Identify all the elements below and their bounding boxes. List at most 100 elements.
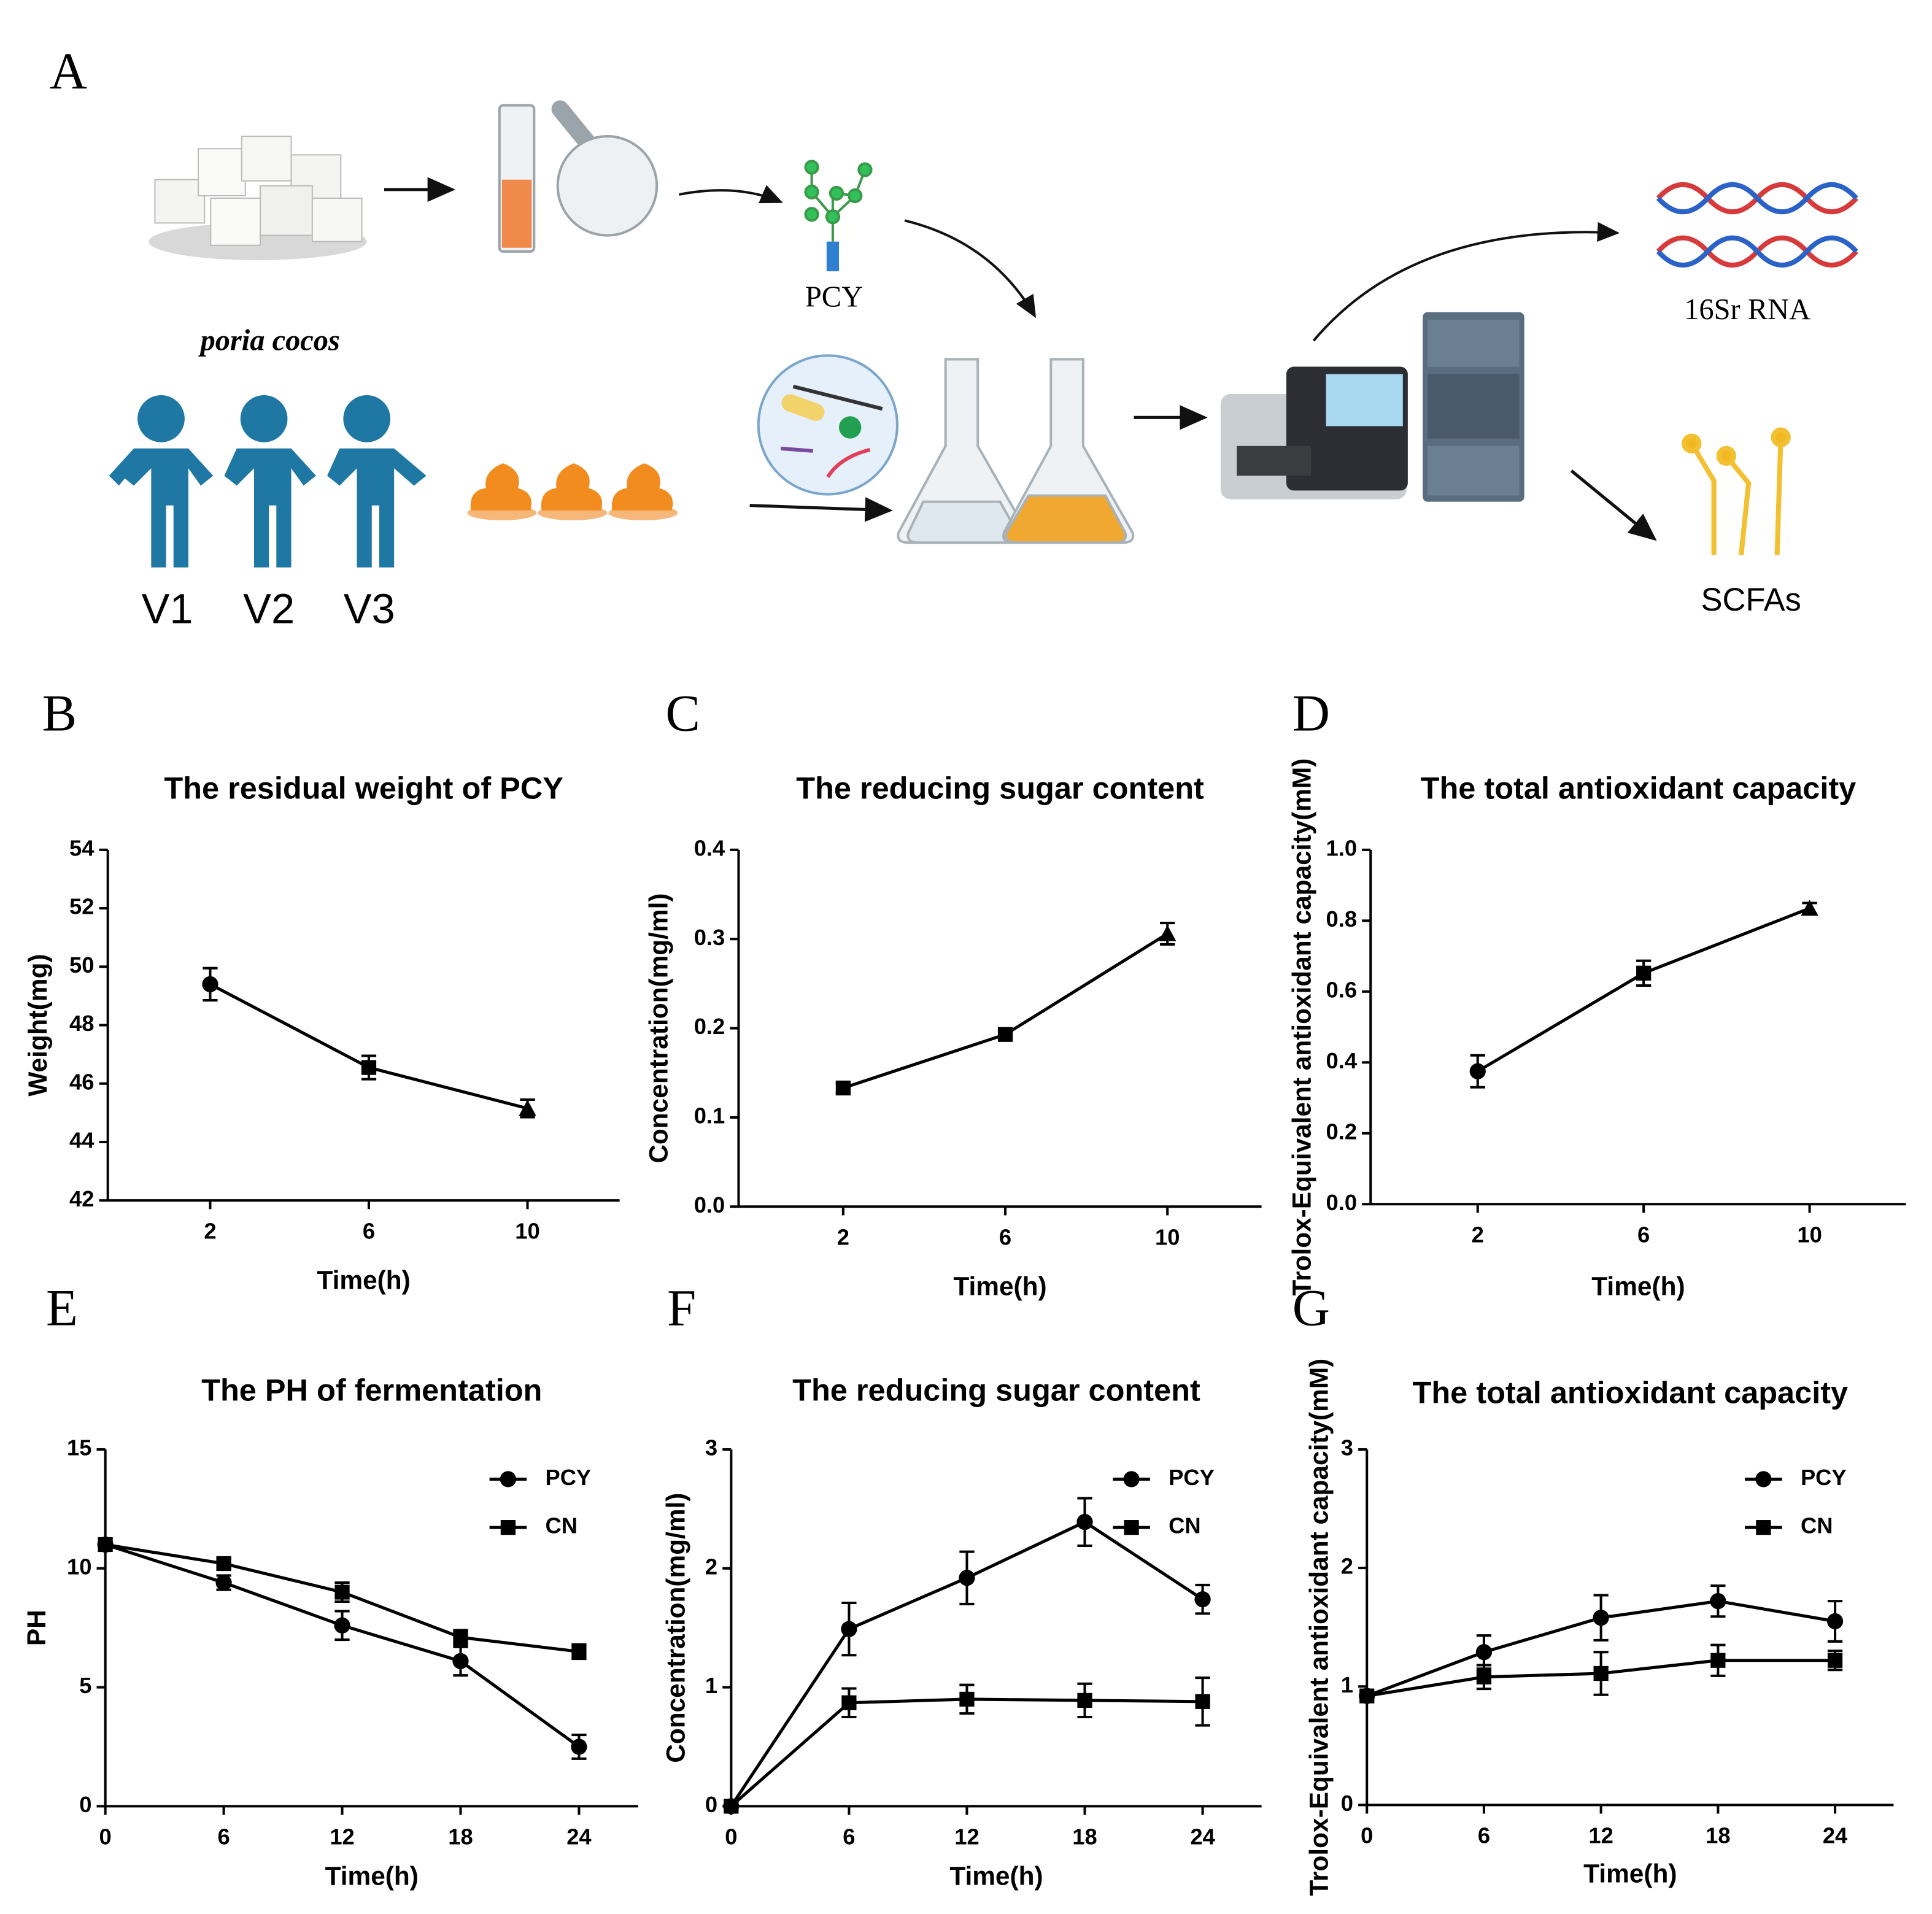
y-tick-label: 1 xyxy=(705,1673,717,1698)
point xyxy=(202,976,218,993)
panel-letter: C xyxy=(665,684,700,742)
panel-letter: G xyxy=(1293,1279,1330,1337)
chart: C The reducing sugar content Time(h) Concen… xyxy=(644,684,1262,1301)
legend-marker xyxy=(1755,1471,1772,1488)
y-tick-label: 0.3 xyxy=(694,925,725,950)
x-tick-label: 12 xyxy=(330,1824,354,1849)
chart-title: The reducing sugar content xyxy=(796,770,1204,805)
point xyxy=(1475,1644,1493,1661)
y-tick-label: 2 xyxy=(1341,1554,1353,1579)
y-tick-label: 5 xyxy=(79,1673,91,1698)
polysaccharide-icon xyxy=(804,160,873,272)
panel-letter: E xyxy=(46,1279,78,1337)
x-tick-label: 2 xyxy=(204,1218,216,1243)
x-tick-label: 10 xyxy=(1797,1222,1822,1247)
panel-letter: A xyxy=(50,43,87,101)
sequencing-label: 16Sr RNA xyxy=(1684,293,1810,326)
point xyxy=(1710,1653,1726,1668)
x-tick-label: 24 xyxy=(1190,1824,1215,1849)
y-tick-label: 0.6 xyxy=(1326,977,1358,1002)
y-tick-label: 0.1 xyxy=(694,1103,725,1129)
chart: E The PH of fermentation Time(h) PH 0 5 10 15 0 6… xyxy=(22,1279,638,1891)
chart-title: The PH of fermentation xyxy=(201,1372,542,1407)
chart-title: The residual weight of PCY xyxy=(164,770,563,805)
x-tick-label: 12 xyxy=(954,1824,979,1849)
y-tick-label: 44 xyxy=(69,1128,95,1153)
y-tick-label: 0.0 xyxy=(1326,1190,1358,1215)
y-tick-label: 52 xyxy=(69,894,94,919)
arrow xyxy=(904,219,1037,318)
legend-label: CN xyxy=(1169,1513,1200,1538)
legend-marker xyxy=(500,1471,517,1488)
y-tick-label: 42 xyxy=(69,1186,94,1211)
y-tick-label: 0.0 xyxy=(694,1192,725,1217)
chart-title: The total antioxidant capacity xyxy=(1413,1375,1849,1410)
x-tick-label: 6 xyxy=(1478,1823,1490,1848)
poria-cubes xyxy=(149,136,367,260)
legend-label: CN xyxy=(545,1513,577,1538)
instruments xyxy=(1220,312,1524,502)
series-line xyxy=(1477,906,1810,1073)
point xyxy=(1801,900,1818,916)
x-tick-label: 18 xyxy=(1706,1823,1730,1848)
x-axis-label: Time(h) xyxy=(317,1266,411,1295)
y-axis-label: Trolox-Equivalent antioxidant capacity(m… xyxy=(1305,1359,1334,1896)
y-tick-label: 0 xyxy=(705,1792,717,1817)
y-tick-label: 0.4 xyxy=(694,835,725,860)
point xyxy=(571,1738,587,1755)
y-tick-label: 48 xyxy=(69,1011,94,1036)
panel-letter: D xyxy=(1293,684,1330,742)
point xyxy=(1195,1694,1210,1709)
panel-letter: F xyxy=(667,1279,696,1337)
point xyxy=(1476,1669,1492,1684)
arrow xyxy=(679,185,783,204)
y-tick-label: 50 xyxy=(69,952,94,978)
y-axis-label: PH xyxy=(22,1610,51,1646)
product-label: PCY xyxy=(805,281,863,314)
metabolites-label: SCFAs xyxy=(1701,582,1801,618)
flasks xyxy=(897,358,1135,544)
point xyxy=(1827,1653,1843,1668)
y-tick-label: 0 xyxy=(1341,1791,1353,1816)
series-line xyxy=(730,1697,1203,1808)
x-tick-label: 18 xyxy=(448,1824,473,1849)
x-tick-label: 0 xyxy=(1361,1823,1373,1848)
legend-label: PCY xyxy=(545,1465,591,1490)
x-tick-label: 2 xyxy=(837,1224,849,1249)
chart: D The total antioxidant capacity Time(h) Tr… xyxy=(1287,684,1906,1301)
x-tick-label: 2 xyxy=(1472,1222,1484,1247)
y-tick-label: 1 xyxy=(1341,1672,1353,1697)
fecal-samples xyxy=(467,463,678,520)
legend-marker xyxy=(500,1520,516,1535)
point xyxy=(1469,1063,1486,1079)
point xyxy=(1159,925,1177,941)
point xyxy=(571,1644,587,1659)
point xyxy=(453,1630,468,1645)
legend-marker xyxy=(1124,1520,1139,1535)
arrow xyxy=(1570,469,1657,541)
x-tick-label: 6 xyxy=(843,1824,855,1849)
point xyxy=(452,1653,469,1670)
panel-letter: B xyxy=(42,684,77,742)
series-line xyxy=(843,932,1169,1090)
y-tick-label: 1.0 xyxy=(1326,835,1358,860)
chart: G The total antioxidant capacity Time(h) Tr… xyxy=(1293,1279,1894,1896)
legend-label: PCY xyxy=(1169,1465,1215,1490)
y-tick-label: 10 xyxy=(67,1554,91,1579)
y-tick-label: 2 xyxy=(705,1554,717,1579)
x-axis-label: Time(h) xyxy=(325,1862,419,1891)
x-tick-label: 6 xyxy=(217,1824,230,1849)
y-tick-label: 3 xyxy=(705,1435,717,1461)
x-axis-label: Time(h) xyxy=(1591,1272,1685,1301)
volunteer-label: V3 xyxy=(344,585,395,632)
series-line xyxy=(209,982,528,1110)
chart-title: The reducing sugar content xyxy=(792,1372,1200,1407)
point xyxy=(1593,1665,1609,1681)
x-axis-label: Time(h) xyxy=(1583,1859,1677,1888)
point xyxy=(997,1027,1013,1042)
y-tick-label: 0.8 xyxy=(1326,906,1358,932)
point xyxy=(724,1799,739,1814)
point xyxy=(215,1574,232,1591)
point xyxy=(1077,1692,1092,1708)
point xyxy=(1636,965,1652,981)
